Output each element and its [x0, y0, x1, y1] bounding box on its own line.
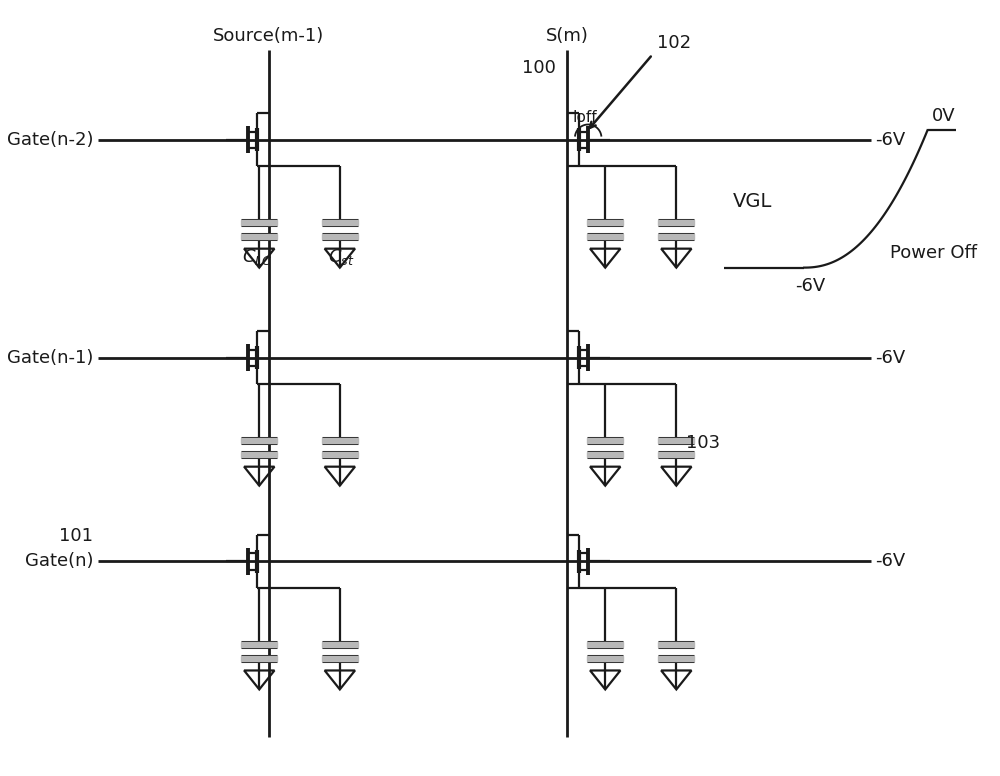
Bar	[658, 438, 694, 443]
Text: 102: 102	[657, 34, 692, 53]
Bar	[241, 220, 277, 226]
Bar	[241, 642, 277, 647]
Text: 0V: 0V	[932, 107, 956, 126]
Bar	[587, 452, 623, 457]
Bar	[241, 438, 277, 443]
Bar	[658, 234, 694, 239]
Text: Ioff: Ioff	[572, 110, 597, 126]
Bar	[322, 642, 358, 647]
Text: Gate(n): Gate(n)	[25, 553, 93, 570]
Bar	[241, 234, 277, 239]
Text: Source(m-1): Source(m-1)	[213, 27, 324, 45]
Text: -6V: -6V	[875, 130, 906, 149]
Bar	[322, 438, 358, 443]
Bar	[587, 642, 623, 647]
Bar	[658, 642, 694, 647]
Bar	[658, 656, 694, 661]
Bar	[241, 452, 277, 457]
Bar	[587, 438, 623, 443]
Text: 101: 101	[59, 528, 93, 546]
Bar	[587, 234, 623, 239]
Bar	[587, 220, 623, 226]
Bar	[658, 220, 694, 226]
Text: -6V: -6V	[875, 553, 906, 570]
Text: -6V: -6V	[875, 348, 906, 367]
Bar	[322, 656, 358, 661]
Bar	[322, 234, 358, 239]
Text: Gate(n-2): Gate(n-2)	[7, 130, 93, 149]
Bar	[587, 656, 623, 661]
Bar	[658, 452, 694, 457]
Text: Power Off: Power Off	[890, 244, 977, 262]
Text: 103: 103	[686, 434, 720, 452]
Bar	[322, 452, 358, 457]
Text: VGL: VGL	[733, 192, 773, 211]
Text: S(m): S(m)	[546, 27, 589, 45]
Text: 100: 100	[522, 59, 556, 77]
Text: $C_{st}$: $C_{st}$	[328, 247, 355, 267]
Bar	[322, 220, 358, 226]
Text: -6V: -6V	[795, 277, 825, 295]
Text: $C_{LC}$: $C_{LC}$	[242, 247, 273, 267]
Text: Gate(n-1): Gate(n-1)	[7, 348, 93, 367]
Bar	[241, 656, 277, 661]
